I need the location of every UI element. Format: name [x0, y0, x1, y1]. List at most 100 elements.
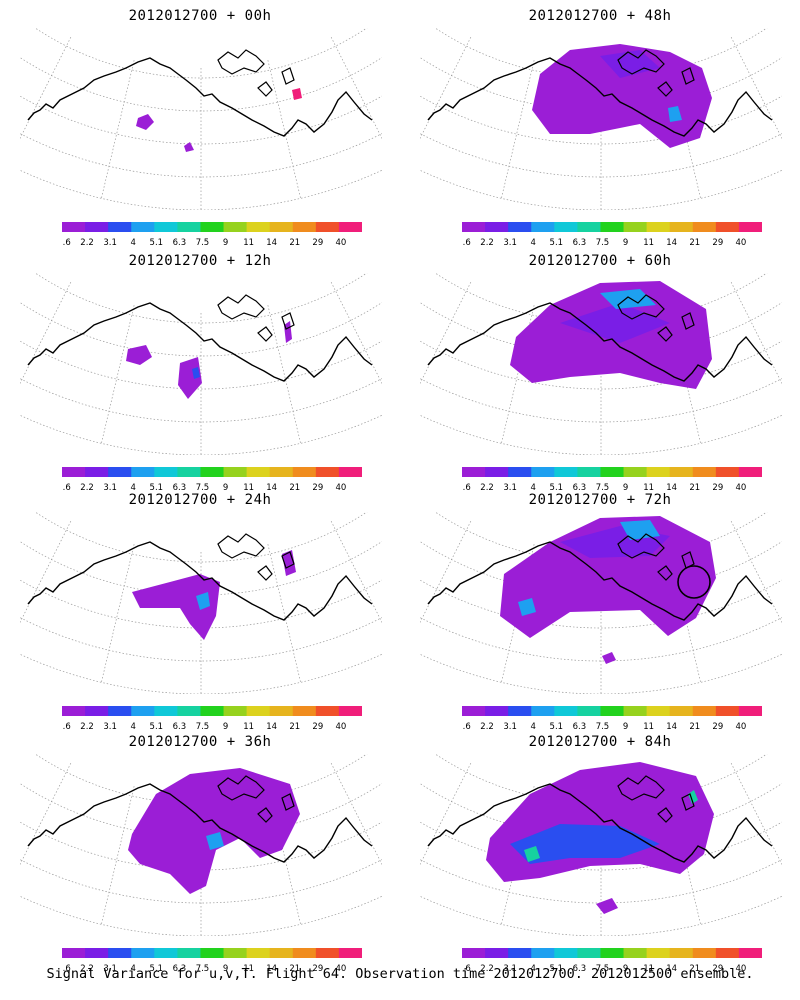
map-panel-00h: 2012012700 + 00h 1.62.23.145.16.37.59111…: [0, 0, 400, 248]
island-outline: [217, 294, 265, 320]
colorbar-label: 2.2: [480, 964, 494, 974]
island-outline: [217, 49, 265, 75]
colorbar-label: 2.2: [80, 238, 94, 248]
colorbar-swatch: [646, 706, 671, 716]
colorbar-swatch: [85, 706, 109, 716]
colorbar-label: 1.6: [462, 238, 471, 248]
meridian-line: [20, 281, 72, 385]
meridian-line: [267, 305, 301, 444]
variance-patch: [560, 303, 670, 343]
island-outline: [681, 551, 695, 569]
meridian-line: [267, 544, 301, 683]
figure-caption: Signal Variance for u,v,T. Flight 64. Ob…: [46, 966, 754, 982]
colorbar-swatch: [269, 948, 294, 958]
colorbar-swatch: [738, 706, 762, 716]
meridian-line: [730, 36, 782, 140]
map-panel-24h: 2012012700 + 24h 1.62.23.145.16.37.59111…: [0, 484, 400, 732]
colorbar-label: 21: [689, 964, 700, 974]
meridian-line: [101, 544, 135, 683]
colorbar-label: 40: [336, 483, 347, 493]
meridian-line: [330, 36, 382, 140]
colorbar-swatch: [577, 706, 601, 716]
variance-patch: [284, 321, 292, 343]
colorbar-label: 7.5: [196, 238, 210, 248]
panel-title: 2012012700 + 12h: [128, 253, 272, 269]
colorbar-label: 6.3: [173, 483, 187, 493]
parallel-line: [20, 302, 382, 357]
island-outline: [657, 326, 673, 342]
parallel-line: [20, 579, 382, 629]
island-outline: [681, 312, 695, 330]
colorbar-label: 5.1: [150, 964, 164, 974]
island-outline: [617, 49, 665, 75]
variance-patch: [192, 367, 200, 379]
colorbar-swatch: [485, 467, 509, 477]
colorbar-label: 11: [243, 722, 254, 732]
colorbar-swatch: [623, 467, 648, 477]
colorbar: 1.6 2.2 3.1 4 5.1 6.3 7.5 9 11 14 21 29 40: [62, 706, 362, 732]
panel-title: 2012012700 + 72h: [528, 492, 672, 508]
colorbar-swatch: [131, 706, 155, 716]
colorbar-label: 9: [223, 964, 228, 974]
variance-patch: [688, 790, 698, 804]
variance-patch: [206, 832, 224, 850]
colorbar-swatch: [669, 706, 694, 716]
colorbar-swatch: [623, 222, 648, 232]
parallel-line: [34, 273, 368, 324]
colorbar-label: 3.1: [103, 722, 117, 732]
colorbar-label: 4: [131, 483, 136, 493]
colorbar-swatch: [462, 467, 486, 477]
colorbar-swatch: [646, 948, 671, 958]
colorbar-label: 5.1: [550, 722, 564, 732]
colorbar-swatch: [85, 467, 109, 477]
parallel-line: [420, 821, 782, 871]
colorbar-swatch: [692, 948, 717, 958]
colorbar-label: 21: [689, 483, 700, 493]
colorbar-label: 29: [712, 483, 723, 493]
parallel-line: [20, 169, 382, 210]
colorbar-label: 7.5: [596, 964, 610, 974]
colorbar-swatch: [577, 467, 601, 477]
colorbar-swatch: [154, 467, 178, 477]
colorbar-swatch: [62, 222, 86, 232]
island-outline: [657, 807, 673, 823]
colorbar-swatch: [715, 948, 740, 958]
parallel-line: [420, 653, 782, 694]
island-outline: [617, 294, 665, 320]
colorbar-swatch: [577, 222, 601, 232]
variance-patch: [596, 898, 618, 914]
colorbar-swatch: [485, 706, 509, 716]
colorbar-swatch: [246, 222, 271, 232]
colorbar-label: 5.1: [550, 238, 564, 248]
colorbar-swatch: [646, 467, 671, 477]
colorbar-label: 14: [266, 722, 277, 732]
colorbar-swatch: [200, 222, 225, 232]
colorbar-swatch: [62, 467, 86, 477]
colorbar-label: 14: [666, 483, 677, 493]
colorbar-swatch: [338, 222, 362, 232]
map-panel-12h: 2012012700 + 12h 1.62.23.145.16.37.59111…: [0, 245, 400, 493]
colorbar-label: 5.1: [150, 238, 164, 248]
island-outline: [257, 81, 273, 97]
coastline: [27, 783, 373, 863]
colorbar-swatch: [531, 948, 555, 958]
colorbar-swatch: [338, 706, 362, 716]
colorbar-label: 40: [336, 238, 347, 248]
colorbar-swatch: [692, 467, 717, 477]
colorbar-swatch: [200, 948, 225, 958]
island-outline: [657, 565, 673, 581]
colorbar-label: 5.1: [550, 964, 564, 974]
colorbar-label: 11: [243, 483, 254, 493]
colorbar-swatch: [715, 467, 740, 477]
colorbar-swatch: [292, 706, 317, 716]
colorbar: 1.6 2.2 3.1 4 5.1 6.3 7.5 9 11 14 21 29 40: [462, 222, 762, 248]
map-plot: [420, 512, 782, 694]
colorbar-swatch: [154, 222, 178, 232]
colorbar-label: 3.1: [503, 722, 517, 732]
colorbar-swatch: [600, 706, 625, 716]
colorbar-label: 7.5: [596, 722, 610, 732]
colorbar-swatch: [315, 222, 340, 232]
colorbar: 1.6 2.2 3.1 4 5.1 6.3 7.5 9 11 14 21 29 40: [462, 948, 762, 974]
colorbar-label: 5.1: [150, 722, 164, 732]
parallel-line: [20, 95, 382, 145]
